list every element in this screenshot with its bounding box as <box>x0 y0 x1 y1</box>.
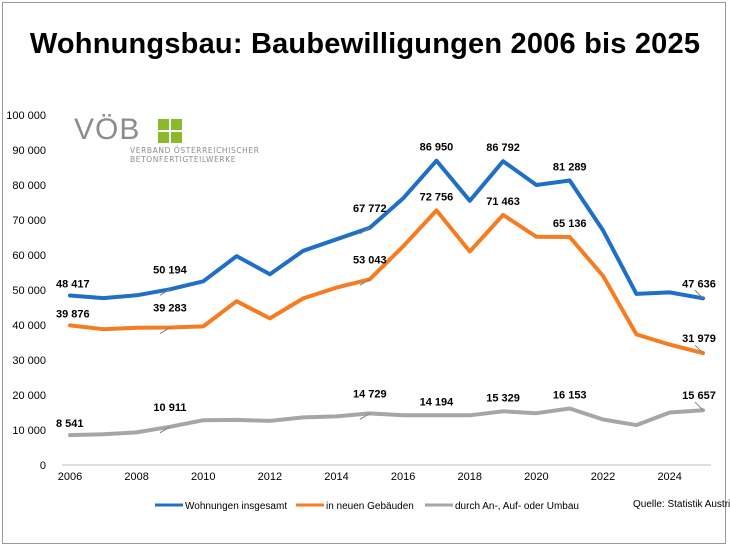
data-label-leader <box>159 426 171 434</box>
y-tick-label: 10 000 <box>12 425 46 437</box>
data-label-leader <box>359 227 371 235</box>
y-tick-label: 70 000 <box>12 215 46 227</box>
data-label: 81 289 <box>553 161 587 173</box>
source-note: Quelle: Statistik Austria <box>633 499 730 510</box>
legend-label: Wohnungen insgesamt <box>185 501 287 512</box>
x-tick-label: 2016 <box>391 471 415 483</box>
x-tick-label: 2012 <box>258 471 282 483</box>
data-label: 39 876 <box>56 308 90 320</box>
y-tick-label: 30 000 <box>12 355 46 367</box>
x-tick-label: 2020 <box>524 471 548 483</box>
y-tick-label: 90 000 <box>12 145 46 157</box>
data-label: 50 194 <box>153 264 188 276</box>
data-label-leader <box>694 289 704 299</box>
data-label: 31 979 <box>682 333 716 345</box>
logo-wordmark: VÖB <box>74 113 141 146</box>
data-label: 15 329 <box>486 392 520 404</box>
x-tick-label: 2014 <box>324 471 348 483</box>
x-tick-label: 2008 <box>124 471 148 483</box>
data-label: 53 043 <box>353 254 387 266</box>
data-label: 16 153 <box>553 389 587 401</box>
y-tick-label: 100 000 <box>6 110 46 122</box>
series-line-2 <box>68 406 705 438</box>
data-label: 15 657 <box>682 390 716 402</box>
data-label-leader <box>159 288 171 296</box>
data-label: 8 541 <box>56 418 84 430</box>
y-tick-label: 50 000 <box>12 285 46 297</box>
logo-subtitle-line1: VERBAND ÖSTERREICHISCHER <box>130 146 260 155</box>
x-tick-label: 2024 <box>657 471 681 483</box>
data-label: 65 136 <box>553 218 587 230</box>
data-label-leader <box>159 327 171 334</box>
x-tick-label: 2022 <box>591 471 615 483</box>
x-tick-label: 2018 <box>458 471 482 483</box>
x-tick-label: 2010 <box>191 471 215 483</box>
x-tick-label: 2006 <box>58 471 82 483</box>
data-label: 10 911 <box>153 402 186 414</box>
four-squares-logo-icon <box>158 119 182 143</box>
data-label: 86 792 <box>486 142 520 154</box>
y-tick-label: 40 000 <box>12 320 46 332</box>
legend-label: durch An-, Auf- oder Umbau <box>455 501 579 512</box>
data-label-leader <box>359 278 371 286</box>
y-tick-label: 0 <box>40 460 46 472</box>
data-label: 47 636 <box>682 278 716 290</box>
data-label: 72 756 <box>420 191 454 203</box>
data-label: 86 950 <box>420 142 454 154</box>
series-line-0 <box>68 158 705 301</box>
data-label: 14 194 <box>420 396 455 408</box>
data-label-leader <box>359 413 371 420</box>
data-label-leader <box>694 344 704 354</box>
y-tick-label: 60 000 <box>12 250 46 262</box>
y-tick-label: 20 000 <box>12 390 46 402</box>
data-label-leader <box>694 401 704 411</box>
data-label: 67 772 <box>353 203 387 215</box>
logo-subtitle-line2: BETONFERTIGTEILWERKE <box>130 155 237 164</box>
data-label: 71 463 <box>486 196 520 208</box>
chart-title: Wohnungsbau: Baubewilligungen 2006 bis 2… <box>29 28 701 60</box>
legend-label: in neuen Gebäuden <box>326 501 414 512</box>
series-line-1 <box>68 208 705 356</box>
data-label: 48 417 <box>56 279 90 291</box>
data-label: 14 729 <box>353 388 387 400</box>
y-tick-label: 80 000 <box>12 180 46 192</box>
data-label: 39 283 <box>153 303 187 315</box>
